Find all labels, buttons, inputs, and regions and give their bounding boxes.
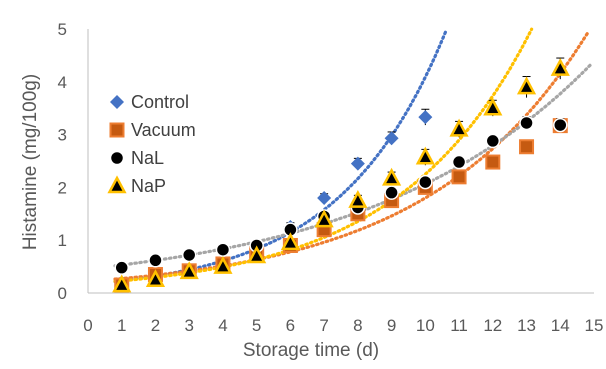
data-point-nap [449,118,469,137]
legend-marker-nal [109,150,125,166]
y-tick-label: 0 [58,284,67,303]
data-point-nap [247,245,267,264]
y-tick-labels: 0 1 2 3 4 5 [58,20,67,303]
data-point-control [418,110,433,125]
data-point-nap [280,232,300,251]
data-point-nap [382,167,402,186]
x-tick-label: 1 [117,316,126,335]
x-tick-label: 4 [218,316,227,335]
legend-label-vacuum: Vacuum [131,120,196,140]
data-point-control [350,156,365,171]
data-point-nal [384,185,399,200]
trendline-control [113,30,448,283]
y-axis-title: Histamine (mg/100g) [20,74,41,250]
legend-label-nal: NaL [131,148,164,168]
x-tick-label: 12 [483,316,502,335]
data-point-nap [483,97,503,116]
legend-marker-control [110,95,124,109]
series-nap [112,57,570,293]
x-tick-label: 0 [83,316,92,335]
data-point-nap [145,269,166,288]
data-point-nal [181,247,197,263]
legend-label-nap: NaP [131,176,166,196]
data-point-nal [148,253,163,268]
data-point-nal [215,242,231,257]
x-tick-label: 8 [353,316,362,335]
y-tick-label: 5 [58,20,67,39]
trendlines [113,27,594,283]
y-tick-label: 2 [58,178,67,197]
x-tick-label: 2 [151,316,160,335]
y-tick-label: 4 [58,73,67,92]
y-tick-label: 3 [58,126,67,145]
x-tick-labels: 0 1 2 3 4 5 6 7 8 9 10 11 12 13 14 15 [83,316,603,335]
data-point-nal [451,154,467,170]
x-tick-label: 9 [387,316,396,335]
data-point-nap [112,274,132,293]
series-vacuum [114,118,568,293]
x-tick-label: 14 [551,316,570,335]
y-tick-label: 1 [58,231,67,250]
data-point-vacuum [451,169,467,185]
data-point-control [317,190,332,205]
data-point-nal [114,260,129,275]
data-point-nal [553,117,568,133]
trendline-vacuum [113,29,591,281]
data-point-nal [519,115,534,131]
legend: Control Vacuum NaL NaP [107,92,196,196]
legend-marker-vacuum [109,122,125,138]
data-point-control [384,131,399,146]
x-tick-label: 3 [184,316,193,335]
data-point-vacuum [519,139,535,155]
data-point-nal [485,133,501,149]
data-point-nap [415,146,435,165]
x-tick-label: 11 [450,316,468,335]
data-point-vacuum [485,154,501,170]
legend-marker-nap [107,175,127,194]
x-tick-label: 10 [416,316,435,335]
x-tick-label: 15 [585,316,604,335]
x-tick-label: 5 [252,316,261,335]
x-tick-label: 7 [319,316,328,335]
data-point-nap [179,261,199,280]
data-point-nap [550,57,570,76]
x-tick-label: 6 [286,316,295,335]
data-point-nap [213,255,233,274]
x-axis-title: Storage time (d) [243,340,379,361]
x-tick-label: 13 [517,316,536,335]
data-series [112,57,570,293]
data-point-nap [516,76,537,95]
data-point-nap [314,209,334,228]
legend-label-control: Control [131,92,189,112]
data-point-nal [418,174,433,190]
data-point-nap [348,189,368,208]
